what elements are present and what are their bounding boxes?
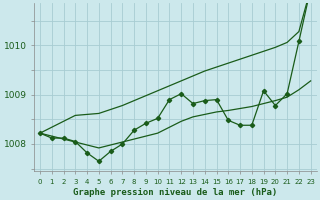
X-axis label: Graphe pression niveau de la mer (hPa): Graphe pression niveau de la mer (hPa) [73,188,277,197]
